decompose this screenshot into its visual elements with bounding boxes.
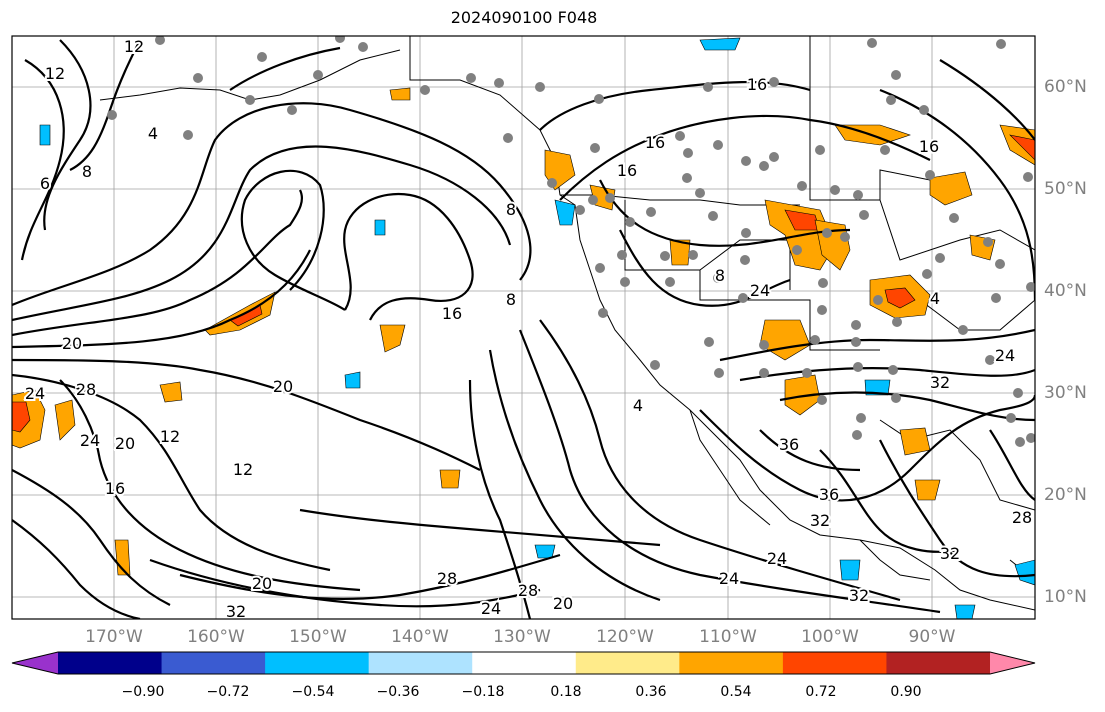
height-contours bbox=[12, 39, 1035, 619]
lat-label-40n: 40°N bbox=[1044, 281, 1087, 301]
colorbar-tick: 0.36 bbox=[635, 684, 667, 700]
contour-label: 16 bbox=[105, 479, 125, 498]
colorbar-segment bbox=[679, 652, 784, 674]
colorbar-tick: 0.18 bbox=[550, 684, 582, 700]
colorbar-tick: 0.90 bbox=[890, 684, 922, 700]
contour-label: 32 bbox=[930, 373, 950, 392]
lon-label-150w: 150°W bbox=[289, 627, 347, 647]
contour-label: 32 bbox=[940, 544, 960, 563]
contour-label: 28 bbox=[76, 380, 96, 399]
contour-label: 4 bbox=[633, 396, 643, 415]
colorbar-extend-high bbox=[990, 652, 1035, 674]
lat-label-60n: 60°N bbox=[1044, 77, 1087, 97]
colorbar-tick: −0.90 bbox=[121, 684, 165, 700]
colorbar-segment bbox=[782, 652, 887, 674]
colorbar-segment bbox=[472, 652, 577, 674]
colorbar-segment bbox=[265, 652, 370, 674]
lat-label-30n: 30°N bbox=[1044, 383, 1087, 403]
contour-label: 28 bbox=[1012, 508, 1032, 527]
lon-label-100w: 100°W bbox=[801, 627, 859, 647]
colorbar-segment bbox=[161, 652, 266, 674]
contour-label: 12 bbox=[45, 64, 65, 83]
contour-label: 24 bbox=[481, 599, 501, 618]
contour-label: 32 bbox=[810, 511, 830, 530]
contour-label: 20 bbox=[553, 594, 573, 613]
contour-label: 36 bbox=[819, 485, 839, 504]
lon-label-140w: 140°W bbox=[391, 627, 449, 647]
colorbar-tick: −0.18 bbox=[461, 684, 505, 700]
contour-label: 32 bbox=[226, 602, 246, 621]
contour-label: 16 bbox=[919, 137, 939, 156]
contour-label: 24 bbox=[767, 549, 787, 568]
contour-label: 24 bbox=[25, 384, 45, 403]
contour-label: 28 bbox=[518, 581, 538, 600]
lon-label-160w: 160°W bbox=[187, 627, 245, 647]
contour-label: 6 bbox=[40, 174, 50, 193]
colorbar-tick: 0.54 bbox=[720, 684, 752, 700]
contour-label: 16 bbox=[747, 75, 767, 94]
colorbar-segment bbox=[575, 652, 680, 674]
contour-label: 12 bbox=[124, 37, 144, 56]
contour-label: 8 bbox=[715, 266, 725, 285]
contour-label: 20 bbox=[252, 574, 272, 593]
lon-label-170w: 170°W bbox=[85, 627, 143, 647]
contour-label: 24 bbox=[719, 569, 739, 588]
lat-label-50n: 50°N bbox=[1044, 179, 1087, 199]
map-title: 2024090100 F048 bbox=[450, 8, 598, 27]
colorbar-outline bbox=[11, 651, 1036, 675]
contour-label: 36 bbox=[779, 435, 799, 454]
contour-label: 24 bbox=[750, 281, 770, 300]
colorbar bbox=[11, 651, 1036, 675]
contour-label: 20 bbox=[62, 334, 82, 353]
contour-label: 16 bbox=[617, 161, 637, 180]
colorbar-segment bbox=[886, 652, 991, 674]
colorbar-segment bbox=[58, 652, 163, 674]
contour-label: 20 bbox=[115, 434, 135, 453]
contour-label: 16 bbox=[645, 133, 665, 152]
contour-label: 8 bbox=[82, 162, 92, 181]
colorbar-tick: 0.72 bbox=[805, 684, 837, 700]
contour-label: 12 bbox=[160, 427, 180, 446]
colorbar-segment bbox=[368, 652, 473, 674]
contour-label: 20 bbox=[273, 377, 293, 396]
contour-label: 8 bbox=[506, 290, 516, 309]
contour-label: 4 bbox=[148, 124, 158, 143]
colorbar-tick: −0.36 bbox=[376, 684, 420, 700]
lon-label-110w: 110°W bbox=[699, 627, 757, 647]
contour-label: 4 bbox=[930, 289, 940, 308]
contour-label: 24 bbox=[995, 346, 1015, 365]
colorbar-tick: −0.54 bbox=[291, 684, 335, 700]
colorbar-tick: −0.72 bbox=[206, 684, 250, 700]
lon-label-90w: 90°W bbox=[908, 627, 956, 647]
contour-label: 8 bbox=[506, 200, 516, 219]
contour-label: 32 bbox=[849, 586, 869, 605]
lat-label-10n: 10°N bbox=[1044, 587, 1087, 607]
contour-label: 12 bbox=[233, 460, 253, 479]
colorbar-extend-low bbox=[12, 652, 58, 674]
contour-labels: 12 4 12 6 8 16 16 16 8 8 16 8 4 16 4 20 28 24 20 20 24 12 16 12… bbox=[23, 35, 1034, 623]
map-frame bbox=[11, 35, 1036, 620]
lon-label-120w: 120°W bbox=[596, 627, 654, 647]
station-markers bbox=[107, 36, 1035, 447]
lon-label-130w: 130°W bbox=[493, 627, 551, 647]
lat-label-20n: 20°N bbox=[1044, 485, 1087, 505]
contour-label: 24 bbox=[80, 431, 100, 450]
contour-label: 16 bbox=[442, 304, 462, 323]
contour-label: 28 bbox=[437, 569, 457, 588]
